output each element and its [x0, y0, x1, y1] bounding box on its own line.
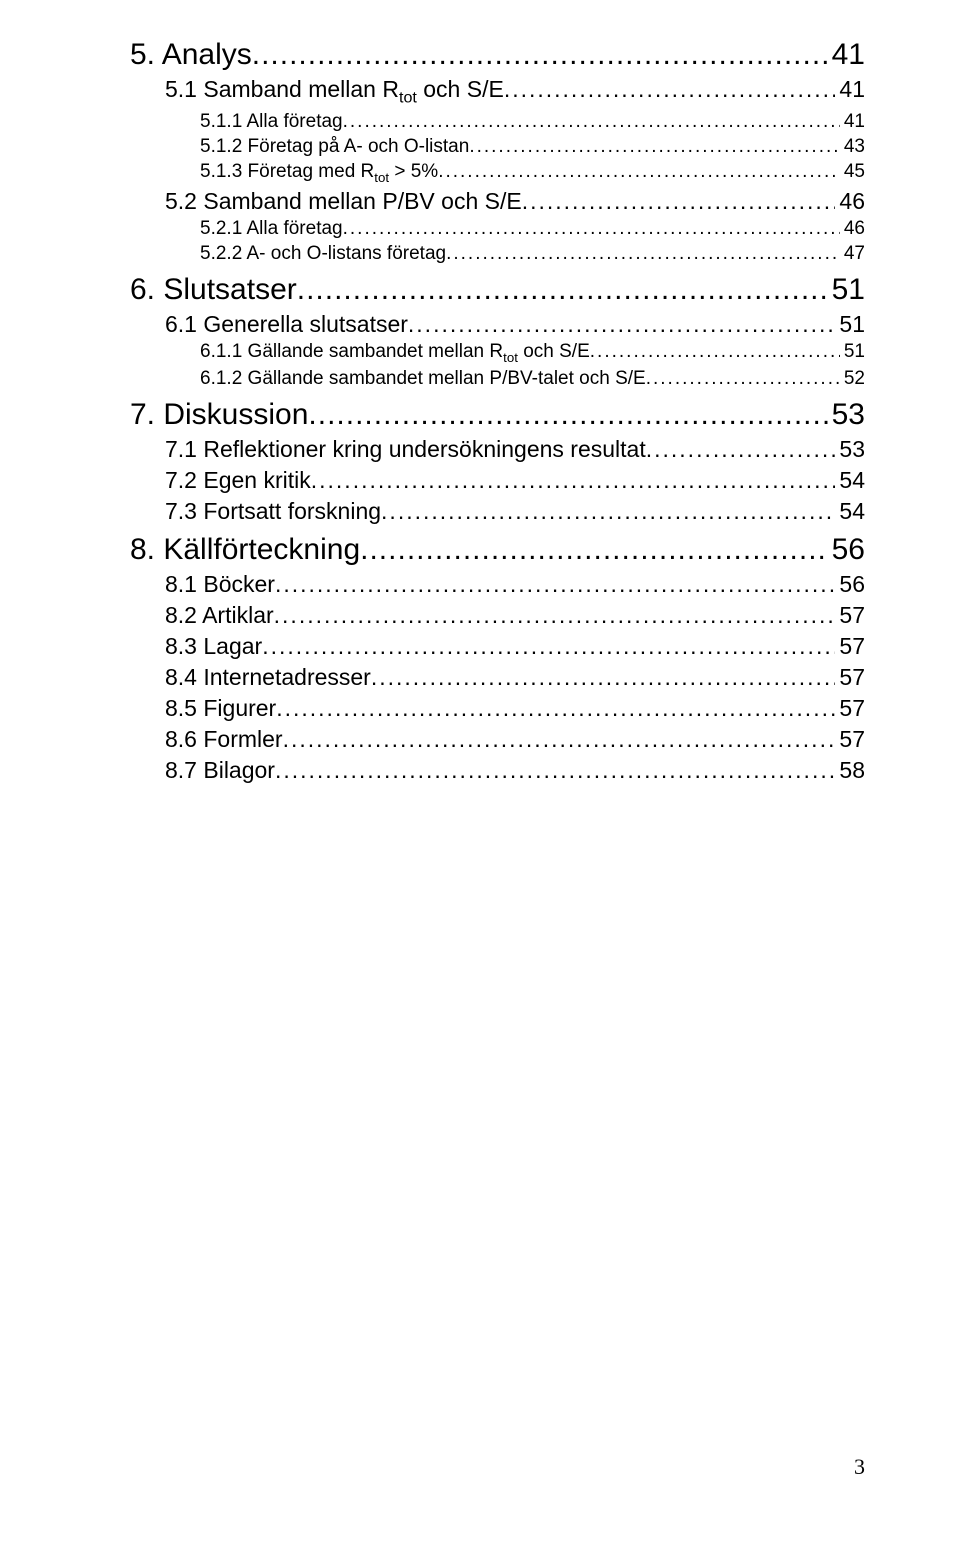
toc-leader — [276, 695, 835, 722]
toc-leader — [504, 76, 836, 103]
table-of-contents: 5. Analys 415.1 Samband mellan Rtot och … — [130, 38, 865, 784]
toc-leader — [446, 243, 840, 265]
toc-leader — [311, 467, 836, 494]
toc-leader — [590, 341, 840, 363]
toc-leader — [371, 664, 836, 691]
toc-page: 47 — [840, 243, 865, 265]
toc-page: 57 — [835, 664, 865, 691]
toc-entry: 6.1.1 Gällande sambandet mellan Rtot och… — [200, 341, 865, 365]
toc-page: 41 — [840, 111, 865, 133]
toc-page: 57 — [835, 726, 865, 753]
toc-entry: 5.1.3 Företag med Rtot > 5% 45 — [200, 161, 865, 185]
toc-page: 41 — [835, 76, 865, 103]
toc-leader — [408, 311, 836, 338]
toc-leader — [308, 398, 827, 432]
toc-entry: 6.1.2 Gällande sambandet mellan P/BV-tal… — [200, 368, 865, 390]
toc-page: 51 — [828, 273, 865, 307]
toc-entry: 7.3 Fortsatt forskning 54 — [165, 498, 865, 525]
toc-leader — [522, 188, 836, 215]
toc-label: 8.1 Böcker — [165, 571, 275, 598]
toc-page: 58 — [835, 757, 865, 784]
toc-entry: 8.6 Formler 57 — [165, 726, 865, 753]
toc-entry: 8.4 Internetadresser 57 — [165, 664, 865, 691]
toc-label: 8.3 Lagar — [165, 633, 262, 660]
toc-page: 45 — [840, 161, 865, 183]
toc-leader — [438, 161, 840, 183]
toc-page: 53 — [828, 398, 865, 432]
toc-leader — [275, 571, 835, 598]
toc-entry: 7.2 Egen kritik 54 — [165, 467, 865, 494]
toc-page: 56 — [835, 571, 865, 598]
toc-leader — [360, 533, 827, 567]
toc-leader — [275, 757, 835, 784]
toc-leader — [469, 136, 840, 158]
toc-leader — [646, 368, 840, 390]
toc-label: 8.2 Artiklar — [165, 602, 274, 629]
toc-label: 7.3 Fortsatt forskning — [165, 498, 381, 525]
toc-label: 5. Analys — [130, 38, 252, 72]
toc-page: 46 — [840, 218, 865, 240]
toc-entry: 5. Analys 41 — [130, 38, 865, 72]
toc-label: 5.1.2 Företag på A- och O-listan — [200, 136, 469, 158]
toc-entry: 8.3 Lagar 57 — [165, 633, 865, 660]
toc-entry: 6. Slutsatser 51 — [130, 273, 865, 307]
toc-entry: 8.1 Böcker 56 — [165, 571, 865, 598]
toc-leader — [646, 436, 836, 463]
toc-leader — [252, 38, 828, 72]
toc-label: 7.1 Reflektioner kring undersökningens r… — [165, 436, 646, 463]
toc-entry: 7. Diskussion 53 — [130, 398, 865, 432]
toc-entry: 5.2.1 Alla företag 46 — [200, 218, 865, 240]
toc-label: 6.1.1 Gällande sambandet mellan Rtot och… — [200, 341, 590, 365]
toc-label: 5.1 Samband mellan Rtot och S/E — [165, 76, 504, 108]
toc-label: 5.1.3 Företag med Rtot > 5% — [200, 161, 438, 185]
toc-page: 57 — [835, 602, 865, 629]
toc-label: 5.2.1 Alla företag — [200, 218, 343, 240]
toc-page: 51 — [835, 311, 865, 338]
toc-entry: 8.2 Artiklar 57 — [165, 602, 865, 629]
toc-entry: 6.1 Generella slutsatser 51 — [165, 311, 865, 338]
toc-label: 7.2 Egen kritik — [165, 467, 311, 494]
toc-page: 54 — [835, 498, 865, 525]
toc-entry: 8.5 Figurer 57 — [165, 695, 865, 722]
toc-entry: 7.1 Reflektioner kring undersökningens r… — [165, 436, 865, 463]
toc-entry: 5.1.1 Alla företag 41 — [200, 111, 865, 133]
toc-leader — [274, 602, 836, 629]
toc-page: 43 — [840, 136, 865, 158]
toc-page: 51 — [840, 341, 865, 363]
toc-entry: 8.7 Bilagor 58 — [165, 757, 865, 784]
toc-leader — [262, 633, 835, 660]
toc-label: 8.7 Bilagor — [165, 757, 275, 784]
toc-label: 6. Slutsatser — [130, 273, 297, 307]
toc-entry: 5.1.2 Företag på A- och O-listan 43 — [200, 136, 865, 158]
toc-label: 7. Diskussion — [130, 398, 308, 432]
toc-label: 8.4 Internetadresser — [165, 664, 371, 691]
toc-leader — [297, 273, 828, 307]
toc-label: 6.1 Generella slutsatser — [165, 311, 408, 338]
toc-label: 5.2 Samband mellan P/BV och S/E — [165, 188, 522, 215]
toc-page: 57 — [835, 695, 865, 722]
toc-label: 8. Källförteckning — [130, 533, 360, 567]
toc-entry: 8. Källförteckning 56 — [130, 533, 865, 567]
toc-page: 46 — [835, 188, 865, 215]
toc-entry: 5.1 Samband mellan Rtot och S/E 41 — [165, 76, 865, 108]
toc-leader — [343, 111, 840, 133]
toc-label: 8.6 Formler — [165, 726, 283, 753]
page-number: 3 — [854, 1454, 865, 1480]
toc-page: 53 — [835, 436, 865, 463]
toc-page: 41 — [828, 38, 865, 72]
toc-entry: 5.2.2 A- och O-listans företag 47 — [200, 243, 865, 265]
toc-page: 54 — [835, 467, 865, 494]
toc-label: 8.5 Figurer — [165, 695, 276, 722]
toc-leader — [283, 726, 836, 753]
toc-leader — [381, 498, 835, 525]
toc-page: 57 — [835, 633, 865, 660]
toc-entry: 5.2 Samband mellan P/BV och S/E 46 — [165, 188, 865, 215]
toc-page: 56 — [828, 533, 865, 567]
toc-label: 5.1.1 Alla företag — [200, 111, 343, 133]
toc-label: 5.2.2 A- och O-listans företag — [200, 243, 446, 265]
toc-label: 6.1.2 Gällande sambandet mellan P/BV-tal… — [200, 368, 646, 390]
toc-leader — [343, 218, 840, 240]
toc-page: 52 — [840, 368, 865, 390]
